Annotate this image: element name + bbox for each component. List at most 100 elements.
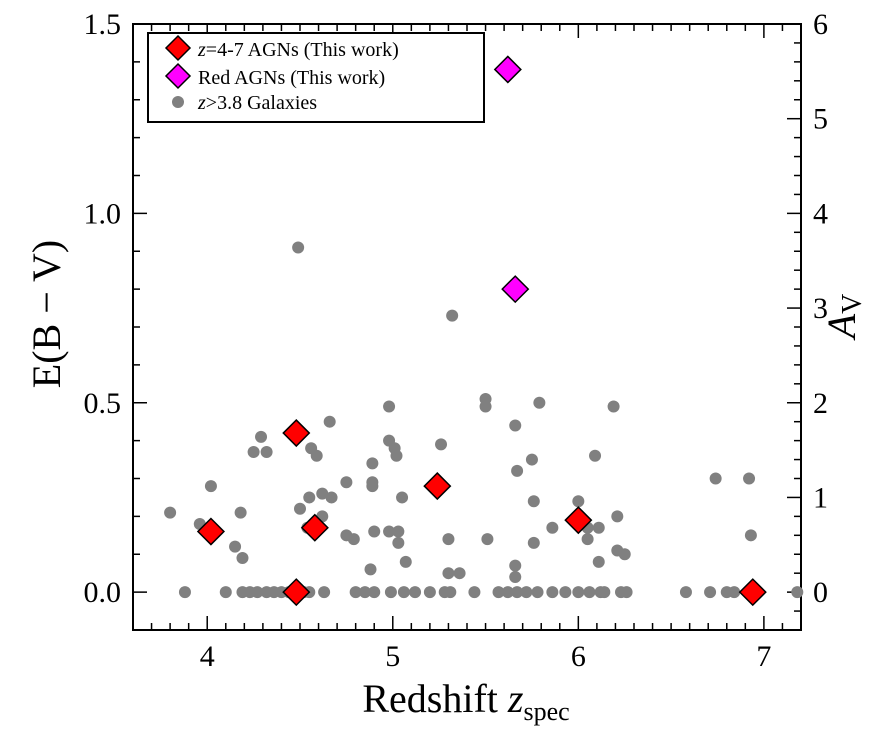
galaxy-point [533, 396, 546, 409]
galaxy-point [511, 464, 524, 477]
galaxy-point [294, 502, 306, 515]
galaxy-point [492, 586, 505, 599]
galaxy-point [509, 570, 522, 583]
galaxy-point [611, 510, 624, 523]
galaxy-point [347, 533, 360, 546]
agn-diamond-point [282, 578, 311, 607]
galaxy-point [383, 525, 396, 538]
x-tick-label: 4 [200, 640, 215, 673]
galaxy-point [572, 586, 585, 599]
legend-entry-galaxies: z>3.8 Galaxies [172, 92, 317, 114]
galaxy-point [744, 529, 757, 542]
agn-diamond-point [564, 506, 593, 535]
galaxy-point [527, 536, 540, 549]
galaxy-point [368, 525, 381, 538]
galaxy-point [592, 555, 605, 568]
galaxy-point [364, 563, 377, 576]
galaxy-point [255, 430, 268, 443]
galaxy-point [247, 445, 260, 458]
galaxy-point [453, 567, 466, 580]
galaxy-point [392, 536, 405, 549]
legend-box [147, 32, 485, 123]
galaxy-point [399, 555, 412, 568]
galaxy-point [446, 309, 459, 322]
x-tick-label: 5 [385, 640, 400, 673]
galaxy-point [229, 540, 242, 553]
y2-tick-label: 3 [813, 292, 828, 325]
y2-tick-label: 1 [813, 481, 828, 514]
galaxy-point [525, 453, 538, 466]
galaxy-point [236, 552, 249, 565]
legend-label-red-agn: Red AGNs (This work) [198, 67, 385, 89]
legend-red-diamond-marker [164, 34, 192, 62]
galaxy-point [509, 559, 522, 572]
galaxy-point [572, 495, 585, 508]
galaxy-point [435, 438, 448, 451]
galaxy-point [358, 586, 371, 599]
galaxy-point [531, 586, 544, 599]
galaxy-point [292, 241, 305, 254]
agn-diamond-point [196, 517, 225, 546]
galaxy-point [316, 487, 329, 500]
galaxy-point [618, 548, 631, 561]
galaxy-point [260, 445, 273, 458]
galaxy-point [442, 533, 455, 546]
legend-label-agn: z=4-7 AGNs (This work) [197, 39, 399, 61]
x-axis-title: Redshift zspec [362, 676, 569, 726]
y2-tick-label: 5 [813, 103, 828, 136]
galaxy-point [520, 586, 533, 599]
galaxy-point [323, 415, 336, 428]
galaxy-point [589, 449, 602, 462]
legend-label-galaxies: z>3.8 Galaxies [197, 92, 317, 114]
galaxy-point [509, 419, 522, 432]
galaxy-point [581, 533, 594, 546]
red-agn-diamond-point [493, 55, 522, 84]
galaxy-point [164, 506, 177, 519]
y2-axis-title: AV [819, 294, 868, 342]
galaxy-point [204, 480, 217, 493]
galaxy-point [423, 586, 436, 599]
galaxy-point [234, 506, 247, 519]
y-tick-label: 1.5 [84, 8, 122, 41]
agn-diamond-point [300, 513, 329, 542]
y2-tick-label: 6 [813, 8, 828, 41]
galaxy-point [178, 586, 191, 599]
legend-magenta-diamond-marker [164, 62, 192, 90]
galaxy-point [479, 400, 492, 413]
galaxy-point [607, 400, 620, 413]
galaxy-point [409, 586, 422, 599]
galaxy-point [325, 491, 338, 504]
galaxy-point [340, 476, 353, 489]
galaxy-point [392, 525, 405, 538]
y2-tick-label: 4 [813, 197, 828, 230]
legend-entry-agn: z=4-7 AGNs (This work) [164, 34, 399, 62]
galaxy-point [511, 586, 524, 599]
agn-diamond-point [282, 418, 311, 448]
y2-tick-label: 0 [813, 576, 828, 609]
galaxy-point [468, 586, 481, 599]
agn-diamond-point [423, 472, 452, 501]
galaxy-point [559, 586, 572, 599]
galaxy-point [704, 586, 717, 599]
galaxy-point [366, 457, 379, 470]
galaxy-point [349, 586, 362, 599]
agn-diamond-point [738, 578, 767, 607]
galaxy-point [527, 495, 540, 508]
galaxy-point [219, 586, 232, 599]
galaxy-point [396, 491, 409, 504]
legend-grey-circle-marker [172, 96, 184, 108]
galaxy-point [368, 586, 381, 599]
x-tick-label: 7 [756, 640, 771, 673]
red-agn-diamond-point [501, 275, 530, 304]
galaxy-point [251, 586, 264, 599]
galaxy-point [444, 586, 457, 599]
galaxy-point [384, 586, 397, 599]
y-tick-label: 0.5 [84, 387, 122, 420]
galaxy-point [583, 586, 596, 599]
x-tick-label: 6 [571, 640, 586, 673]
galaxy-point [791, 586, 804, 599]
galaxy-point [743, 472, 756, 485]
galaxy-point [728, 586, 741, 599]
galaxy-point [310, 449, 323, 462]
y-tick-label: 1.0 [84, 197, 122, 230]
